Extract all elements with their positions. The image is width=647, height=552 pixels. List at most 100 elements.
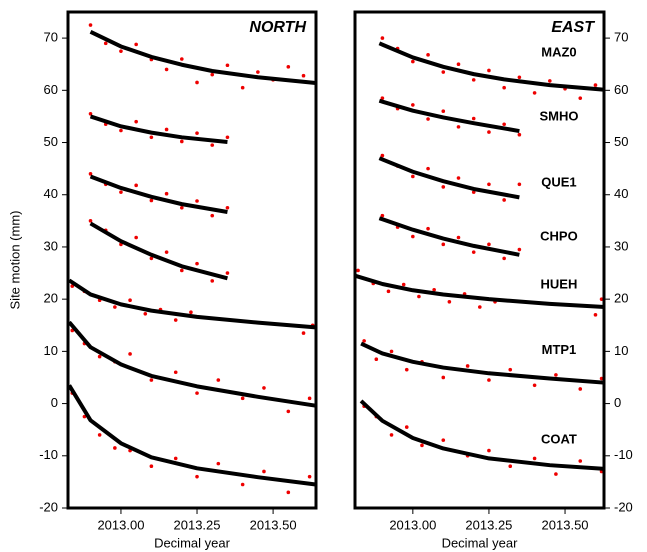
data-dot [401,282,406,287]
data-dot [502,122,506,127]
data-dot [225,271,230,275]
data-dot [502,256,506,261]
data-dot [210,279,215,283]
data-dot [180,57,184,61]
data-dot [420,443,424,448]
data-dot [143,311,148,316]
data-dot [149,198,154,203]
data-dot [417,294,421,299]
y-tick-label: 60 [44,82,58,97]
x-tick-label: 2013.50 [542,517,589,532]
y-tick-label: -10 [614,447,633,462]
data-dot [441,375,446,380]
data-dot [441,185,446,189]
fit-curve [89,114,228,144]
data-dot [426,166,430,171]
data-dot [380,213,385,218]
data-dot [441,109,446,113]
data-dot [180,205,184,210]
data-dot [554,472,558,476]
data-dot [164,250,169,254]
data-dot [210,213,215,218]
data-dot [593,313,598,317]
data-dot [134,235,138,240]
y-axis-label: Site motion (mm) [7,211,22,310]
data-dot [225,135,230,140]
data-dot [195,80,199,85]
data-dot [441,242,446,247]
data-dot [380,153,385,158]
data-dot [548,79,552,83]
fit-curve [378,156,520,200]
data-dot [411,174,415,179]
data-dot [164,127,169,132]
fit-curve [378,216,520,257]
data-dot [426,53,430,57]
data-dot [82,414,87,419]
x-tick-label: 2013.00 [97,517,144,532]
data-dot [356,268,360,273]
data-dot [456,125,461,129]
data-dot [456,235,461,240]
data-dot [471,190,476,194]
data-dot [478,305,482,309]
y-tick-label: 70 [44,30,58,45]
data-dot [389,433,394,437]
data-dot [119,128,123,133]
x-tick-label: 2013.00 [389,517,436,532]
data-dot [256,70,260,74]
data-dot [593,83,598,87]
data-dot [532,456,537,461]
y-tick-label: 30 [614,238,628,253]
y-tick-label: 40 [44,186,58,201]
y-tick-label: 0 [614,395,621,410]
y-tick-label: 40 [614,186,628,201]
y-tick-label: 70 [614,30,628,45]
data-dot [173,318,178,322]
data-dot [487,182,491,187]
fit-curve [360,341,605,385]
data-dot [134,42,138,47]
data-dot [210,143,215,147]
fit-curve [89,30,316,86]
data-dot [164,191,169,196]
data-dot [599,297,604,301]
data-dot [240,396,245,401]
data-dot [411,234,415,239]
y-tick-label: 50 [614,134,628,149]
data-dot [517,132,522,137]
fit-curve [89,221,228,281]
data-dot [240,482,245,487]
data-dot [487,448,491,453]
data-dot [301,73,306,78]
fit-curve [68,278,316,330]
plot-frame [66,10,318,510]
station-label: SMHO [539,108,578,123]
panel-title: NORTH [249,19,306,36]
data-dot [432,287,436,292]
data-dot [195,391,199,395]
data-dot [447,299,452,304]
data-dot [113,446,117,450]
data-dot [240,85,245,90]
y-tick-label: 10 [44,343,58,358]
y-tick-label: 20 [614,291,628,306]
data-dot [216,378,221,382]
data-dot [502,85,506,90]
data-dot [128,298,132,303]
data-dot [471,116,476,121]
fit-curve [354,273,605,309]
data-dot [134,183,138,188]
data-dot [532,91,537,95]
data-dot [113,305,117,309]
data-dot [554,373,558,377]
data-dot [441,438,446,442]
y-tick-label: -20 [614,499,633,514]
data-dot [195,199,199,203]
data-dot [386,289,391,294]
fit-curve [67,384,316,487]
station-label: CHPO [540,228,578,243]
data-dot [404,425,409,429]
data-dot [149,464,154,469]
